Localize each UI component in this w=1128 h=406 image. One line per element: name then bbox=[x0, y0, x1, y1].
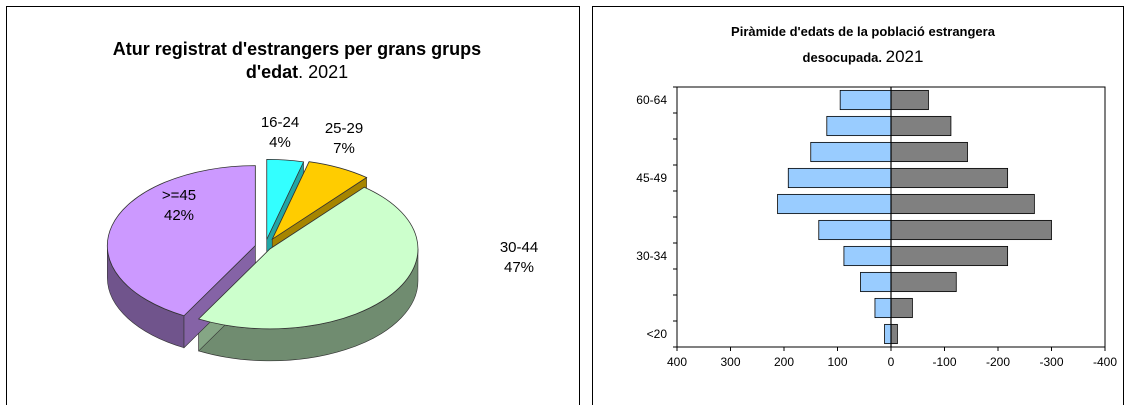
pie-label-percent: 42% bbox=[164, 207, 194, 224]
x-tick-label: -100 bbox=[932, 355, 956, 369]
pie-slice->=45 bbox=[106, 165, 256, 317]
pyramid-bar-left-50-54 bbox=[810, 141, 892, 163]
x-tick-label: 100 bbox=[827, 355, 847, 369]
pie-label-name: 16-24 bbox=[261, 114, 299, 131]
pyramid-bar-left-60-64 bbox=[839, 89, 892, 111]
pyramid-bar-left-<20 bbox=[884, 323, 892, 345]
pyramid-bar-right-25-29 bbox=[890, 271, 957, 293]
pyramid-title-line-1: Piràmide d'edats de la població estrange… bbox=[731, 24, 996, 39]
pie-labels: 16-24 4% 25-29 7% 30-44 47% >=45 42% bbox=[162, 114, 538, 276]
x-tick-label: -400 bbox=[1093, 355, 1117, 369]
x-tick-label: 0 bbox=[888, 355, 895, 369]
pyramid-bars bbox=[777, 89, 1052, 345]
pie-title-bold-part: d'edat bbox=[246, 62, 298, 82]
pyramid-bar-right-50-54 bbox=[890, 141, 968, 163]
pyramid-bar-left-25-29 bbox=[860, 271, 892, 293]
y-tick-label: 30-34 bbox=[636, 249, 667, 263]
pyramid-bar-right-30-34 bbox=[890, 245, 1009, 267]
pie-title-year: . 2021 bbox=[298, 62, 348, 82]
x-tick-label: 300 bbox=[720, 355, 740, 369]
pyramid-bar-left-30-34 bbox=[843, 245, 892, 267]
pyramid-bar-right-35-39 bbox=[890, 219, 1052, 241]
pie-label-name: >=45 bbox=[162, 187, 196, 204]
pie-chart: Atur registrat d'estrangers per grans gr… bbox=[106, 39, 538, 362]
pyramid-bar-left-40-44 bbox=[777, 193, 892, 215]
pyramid-bar-left-45-49 bbox=[787, 167, 892, 189]
pyramid-bar-right-40-44 bbox=[890, 193, 1035, 215]
pie-title-line-2: d'edat. 2021 bbox=[246, 62, 348, 82]
pyramid-title-bold-part: desocupada. bbox=[803, 50, 886, 65]
x-tick-label: 400 bbox=[667, 355, 687, 369]
x-tick-label: 200 bbox=[774, 355, 794, 369]
pyramid-bar-right-45-49 bbox=[890, 167, 1009, 189]
y-tick-label: 45-49 bbox=[636, 171, 667, 185]
pie-slices bbox=[106, 158, 419, 362]
pyramid-title-year: 2021 bbox=[886, 47, 924, 66]
x-tick-label: -300 bbox=[1039, 355, 1063, 369]
pyramid-bar-right-55-59 bbox=[890, 115, 952, 137]
pyramid-bar-right-<20 bbox=[890, 323, 898, 345]
pie-title-line-1: Atur registrat d'estrangers per grans gr… bbox=[113, 39, 481, 59]
y-tick-label: <20 bbox=[647, 327, 668, 341]
pyramid-bar-left-55-59 bbox=[826, 115, 892, 137]
pyramid-chart: Piràmide d'edats de la població estrange… bbox=[636, 24, 1117, 369]
pie-label-name: 25-29 bbox=[325, 120, 363, 137]
pie-slice-16-24 bbox=[266, 158, 305, 240]
pyramid-bar-right-20-24 bbox=[890, 297, 913, 319]
pyramid-bar-left-20-24 bbox=[874, 297, 892, 319]
pie-slice-30-44 bbox=[197, 186, 419, 330]
pyramid-axes: 400 300 200 100 0 -100 -200 -300 -400 <20 30-34 45-… bbox=[636, 86, 1117, 369]
pyramid-bar-left-35-39 bbox=[818, 219, 892, 241]
y-tick-label: 60-64 bbox=[636, 93, 667, 107]
pyramid-title-line-2: desocupada. 2021 bbox=[803, 47, 924, 66]
pyramid-chart-panel: Piràmide d'edats de la població estrange… bbox=[592, 6, 1124, 405]
pyramid-bar-right-60-64 bbox=[890, 89, 929, 111]
x-tick-label: -200 bbox=[986, 355, 1010, 369]
pie-label-name: 30-44 bbox=[500, 239, 538, 256]
pie-chart-panel: Atur registrat d'estrangers per grans gr… bbox=[6, 6, 580, 405]
pie-label-percent: 7% bbox=[333, 140, 355, 157]
pie-label-percent: 47% bbox=[504, 259, 534, 276]
pie-label-percent: 4% bbox=[269, 134, 291, 151]
pie-slice-25-29 bbox=[271, 161, 368, 241]
